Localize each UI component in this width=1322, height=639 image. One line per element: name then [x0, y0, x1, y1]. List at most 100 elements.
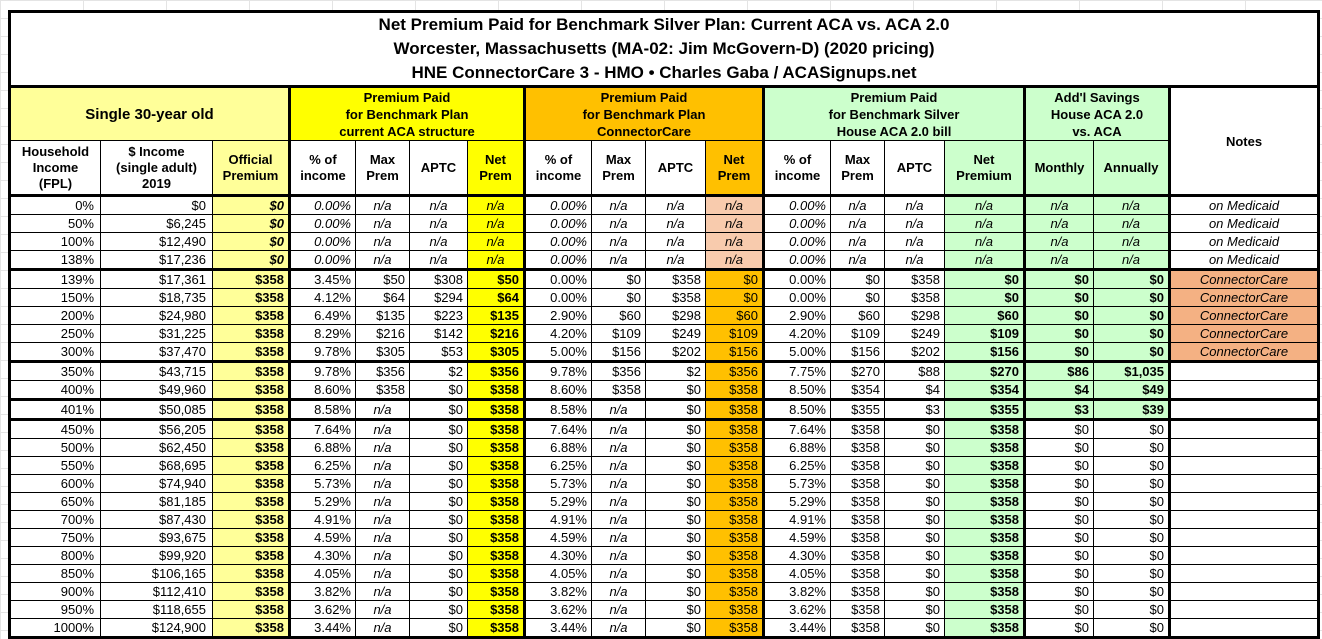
cell-house-net-prem: $270 [944, 360, 1025, 381]
cell-house-net-prem: $358 [944, 582, 1025, 601]
cell-aca-max-prem: n/a [355, 564, 410, 583]
cell-official-premium: $358 [212, 360, 290, 381]
cell-house-aptc: n/a [884, 195, 945, 215]
cell-note: ConnectorCare [1167, 268, 1320, 289]
cell-house-max-prem: $358 [830, 474, 885, 493]
col-header-income-single-adult: $ Income (single adult) 2019 [100, 140, 213, 197]
cell-house-net-prem: $358 [944, 546, 1025, 565]
cell-house-pct-income: 4.30% [762, 546, 831, 565]
cell-savings-monthly: $0 [1023, 510, 1094, 529]
cell-house-max-prem: $358 [830, 456, 885, 475]
cell-house-net-prem: $358 [944, 456, 1025, 475]
cell-aca-aptc: n/a [409, 214, 468, 233]
cell-cc-pct-income: 8.60% [523, 380, 592, 400]
cell-savings-monthly: n/a [1023, 214, 1094, 233]
table-title: Net Premium Paid for Benchmark Silver Pl… [8, 11, 1320, 88]
cell-house-net-prem: $358 [944, 564, 1025, 583]
cell-income: $0 [100, 195, 213, 215]
cell-aca-net-prem: $356 [467, 360, 525, 381]
cell-house-aptc: n/a [884, 214, 945, 233]
cell-savings-monthly: $0 [1023, 582, 1094, 601]
cell-savings-annually: $0 [1093, 456, 1170, 475]
cell-aca-net-prem: $358 [467, 474, 525, 493]
cell-cc-max-prem: $358 [591, 380, 646, 400]
table-row-138%: 138% $17,236 $0 0.00% n/a n/a n/a 0.00% n/a n/a n/… [9, 250, 1320, 270]
cell-cc-net-prem: $358 [705, 398, 764, 420]
cell-income: $17,361 [100, 268, 213, 289]
cell-cc-net-prem: $358 [705, 380, 764, 400]
cell-aca-max-prem: n/a [355, 250, 410, 270]
cell-income: $56,205 [100, 418, 213, 439]
cell-aca-pct-income: 0.00% [288, 195, 356, 215]
cell-house-max-prem: $60 [830, 306, 885, 325]
cell-income: $74,940 [100, 474, 213, 493]
cell-house-pct-income: 4.20% [762, 324, 831, 343]
col-header-house-aptc: APTC [884, 140, 945, 197]
cell-income: $18,735 [100, 288, 213, 307]
cell-cc-net-prem: n/a [705, 232, 764, 251]
cell-house-pct-income: 0.00% [762, 250, 831, 270]
cell-house-pct-income: 6.88% [762, 438, 831, 457]
cell-cc-max-prem: n/a [591, 232, 646, 251]
cell-fpl: 1000% [9, 618, 101, 638]
cell-aca-aptc: $0 [409, 474, 468, 493]
cell-house-pct-income: 0.00% [762, 195, 831, 215]
cell-aca-net-prem: $358 [467, 510, 525, 529]
cell-savings-annually: $0 [1093, 438, 1170, 457]
cell-aca-net-prem: n/a [467, 232, 525, 251]
cell-fpl: 800% [9, 546, 101, 565]
section-header-savings: Add'l Savings House ACA 2.0 vs. ACA [1023, 86, 1170, 141]
cell-cc-pct-income: 5.00% [523, 342, 592, 362]
cell-official-premium: $0 [212, 195, 290, 215]
cell-house-max-prem: $270 [830, 360, 885, 381]
cell-cc-aptc: $249 [645, 324, 706, 343]
cell-official-premium: $358 [212, 418, 290, 439]
cell-house-aptc: $0 [884, 546, 945, 565]
cell-cc-max-prem: $109 [591, 324, 646, 343]
table-row-139%: 139% $17,361 $358 3.45% $50 $308 $50 0.00% $0 $35… [9, 268, 1320, 289]
cell-cc-aptc: $0 [645, 510, 706, 529]
cell-cc-pct-income: 4.20% [523, 324, 592, 343]
cell-cc-max-prem: n/a [591, 214, 646, 233]
cell-aca-aptc: $294 [409, 288, 468, 307]
cell-savings-monthly: $0 [1023, 600, 1094, 619]
cell-note: ConnectorCare [1167, 306, 1320, 325]
cell-house-net-prem: $358 [944, 492, 1025, 511]
cell-cc-max-prem: n/a [591, 250, 646, 270]
cell-savings-annually: $0 [1093, 474, 1170, 493]
title-line-3: HNE ConnectorCare 3 - HMO • Charles Gaba… [411, 63, 917, 82]
cell-official-premium: $358 [212, 600, 290, 619]
cell-note: ConnectorCare [1167, 288, 1320, 307]
table-row-700%: 700% $87,430 $358 4.91% n/a $0 $358 4.91% n/a $0 $… [9, 510, 1320, 529]
cell-cc-aptc: $0 [645, 492, 706, 511]
cell-cc-pct-income: 2.90% [523, 306, 592, 325]
cell-house-max-prem: n/a [830, 232, 885, 251]
cell-savings-annually: $0 [1093, 288, 1170, 307]
cell-house-aptc: $0 [884, 618, 945, 638]
cell-cc-max-prem: n/a [591, 510, 646, 529]
cell-savings-annually: n/a [1093, 250, 1170, 270]
table-row-0%: 0% $0 $0 0.00% n/a n/a n/a 0.00% n/a n/a n/a 0.00% n… [9, 195, 1320, 215]
cell-note [1167, 618, 1320, 638]
cell-cc-aptc: $0 [645, 474, 706, 493]
cell-aca-net-prem: $358 [467, 492, 525, 511]
cell-savings-monthly: n/a [1023, 232, 1094, 251]
cell-fpl: 500% [9, 438, 101, 457]
cell-aca-aptc: $0 [409, 528, 468, 547]
cell-savings-annually: $0 [1093, 564, 1170, 583]
cell-fpl: 250% [9, 324, 101, 343]
cell-aca-net-prem: $305 [467, 342, 525, 362]
cell-cc-max-prem: n/a [591, 582, 646, 601]
cell-cc-net-prem: $358 [705, 492, 764, 511]
cell-aca-aptc: $0 [409, 600, 468, 619]
table-row-850%: 850% $106,165 $358 4.05% n/a $0 $358 4.05% n/a $0… [9, 564, 1320, 583]
cell-fpl: 950% [9, 600, 101, 619]
cell-cc-pct-income: 7.64% [523, 418, 592, 439]
cell-aca-max-prem: n/a [355, 546, 410, 565]
cell-official-premium: $358 [212, 456, 290, 475]
cell-aca-net-prem: $216 [467, 324, 525, 343]
cell-house-pct-income: 7.75% [762, 360, 831, 381]
cell-aca-pct-income: 4.59% [288, 528, 356, 547]
cell-house-max-prem: $358 [830, 510, 885, 529]
cell-house-max-prem: $358 [830, 564, 885, 583]
